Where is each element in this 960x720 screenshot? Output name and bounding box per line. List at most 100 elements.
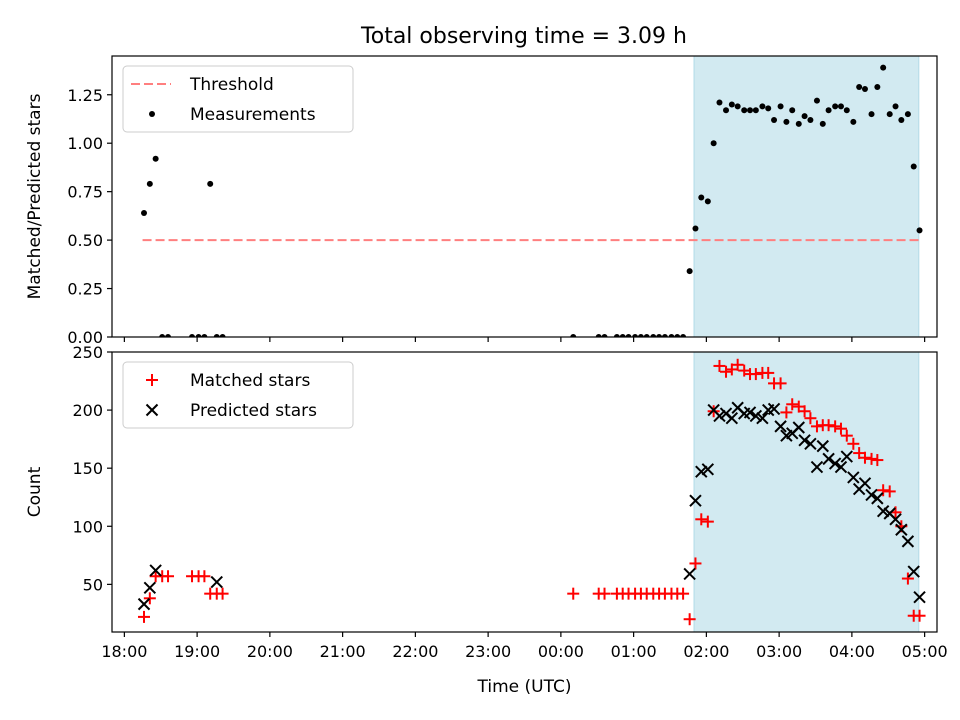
- measurement-point: [837, 103, 844, 110]
- predicted-star-point: [840, 450, 853, 463]
- axes-frame: [111, 55, 938, 338]
- measurement-point: [789, 107, 796, 114]
- matched-star-point: [143, 592, 156, 605]
- matched-star-point: [689, 557, 702, 570]
- measurement-point: [771, 116, 778, 123]
- measurement-point: [650, 334, 657, 337]
- measurement-point: [777, 103, 784, 110]
- predicted-star-point: [865, 488, 878, 502]
- predicted-star-point: [143, 581, 157, 595]
- measurement-point: [843, 107, 850, 114]
- matched-star-point: [804, 412, 817, 425]
- axes-frame: [111, 351, 938, 633]
- predicted-star-point: [895, 523, 908, 536]
- predicted-star-point: [137, 597, 151, 611]
- measurement-point: [219, 334, 226, 337]
- legend-label: Threshold: [189, 75, 274, 95]
- matched-star-point: [731, 358, 744, 371]
- measurement-point: [625, 334, 632, 337]
- measurement-point: [201, 334, 208, 337]
- y-tick-label: 100: [72, 517, 103, 536]
- matched-star-point: [913, 609, 926, 622]
- measurement-point: [680, 334, 687, 337]
- measurement-point: [656, 334, 663, 337]
- x-tick-label: 18:00: [101, 642, 147, 661]
- measurement-point: [752, 107, 759, 114]
- matched-star-point: [810, 420, 823, 433]
- observing-span: [693, 351, 920, 633]
- measurement-point: [195, 334, 202, 337]
- figure-title: Total observing time = 3.09 h: [360, 24, 687, 49]
- predicted-star-point: [683, 567, 696, 581]
- predicted-star-point: [743, 406, 757, 419]
- measurement-point: [795, 120, 802, 127]
- legend-box: [122, 361, 354, 429]
- measurement-point: [910, 163, 917, 170]
- matched-star-point: [598, 587, 611, 600]
- predicted-star-point: [804, 437, 817, 450]
- x-tick-label: 20:00: [247, 642, 293, 661]
- predicted-star-point: [695, 465, 708, 478]
- matched-star-point: [822, 419, 835, 432]
- y-tick-label: 1.00: [67, 134, 103, 153]
- matched-star-point: [871, 454, 884, 467]
- measurement-point: [637, 334, 644, 337]
- legend-label: Measurements: [190, 105, 316, 125]
- matched-star-point: [683, 613, 696, 626]
- measurement-point: [856, 84, 863, 91]
- x-tick-label: 23:00: [465, 642, 511, 661]
- matched-star-point: [567, 587, 580, 600]
- ratio-panel: 0.00 0.25 0.50 0.75 1.00 1.25 Matched/Predicte…: [25, 55, 938, 347]
- x-tick-label: 04:00: [829, 642, 875, 661]
- matched-star-point: [762, 366, 775, 379]
- measurement-point: [861, 85, 868, 92]
- measurement-point: [613, 334, 620, 337]
- count-panel: 50 100 150 200 250 18:00 19:00 20:00 21:00 22:00 2…: [25, 343, 948, 697]
- measurement-point: [698, 194, 705, 201]
- measurement-point: [892, 103, 899, 110]
- matched-star-point: [829, 420, 842, 433]
- matched-star-point: [695, 513, 708, 526]
- predicted-star-point: [858, 477, 872, 490]
- measurement-point: [734, 103, 741, 110]
- measurement-point: [141, 209, 148, 216]
- predicted-star-point: [901, 535, 915, 548]
- matched-star-point: [677, 587, 690, 600]
- predicted-star-point: [725, 412, 739, 425]
- measurement-point: [801, 113, 808, 120]
- x-axis-label: Time (UTC): [477, 677, 572, 697]
- legend-label: Matched stars: [190, 371, 310, 391]
- plot-area: [137, 358, 926, 626]
- measurement-point: [728, 101, 735, 108]
- predicted-star-point: [889, 513, 902, 526]
- predicted-star-point: [756, 412, 769, 425]
- matched-star-point: [840, 429, 853, 442]
- plot-area: [141, 64, 923, 337]
- measurement-point: [886, 111, 893, 118]
- matched-star-point: [877, 484, 890, 497]
- measurement-point: [759, 103, 766, 110]
- predicted-star-point: [774, 420, 787, 433]
- matched-star-point: [901, 572, 914, 585]
- measurement-point: [165, 334, 172, 337]
- y-tick-label: 200: [72, 401, 103, 420]
- y-axis-label: Matched/Predicted stars: [25, 93, 45, 299]
- measurement-point: [189, 334, 196, 337]
- legend-label: Predicted stars: [190, 401, 317, 421]
- matched-star-point: [701, 515, 714, 528]
- matched-star-point: [847, 437, 860, 450]
- predicted-star-point: [834, 460, 848, 474]
- measurement-point: [710, 140, 717, 147]
- measurement-point: [595, 334, 602, 337]
- x-tick-label: 01:00: [611, 642, 657, 661]
- matched-star-point: [198, 570, 211, 583]
- predicted-star-point: [713, 409, 726, 423]
- predicted-star-point: [822, 452, 835, 466]
- measurement-point: [570, 334, 577, 337]
- measurement-point: [807, 116, 814, 123]
- measurement-point: [850, 118, 857, 125]
- measurement-point: [747, 107, 754, 114]
- y-axis-label: Count: [25, 466, 45, 517]
- measurement-point: [704, 198, 711, 205]
